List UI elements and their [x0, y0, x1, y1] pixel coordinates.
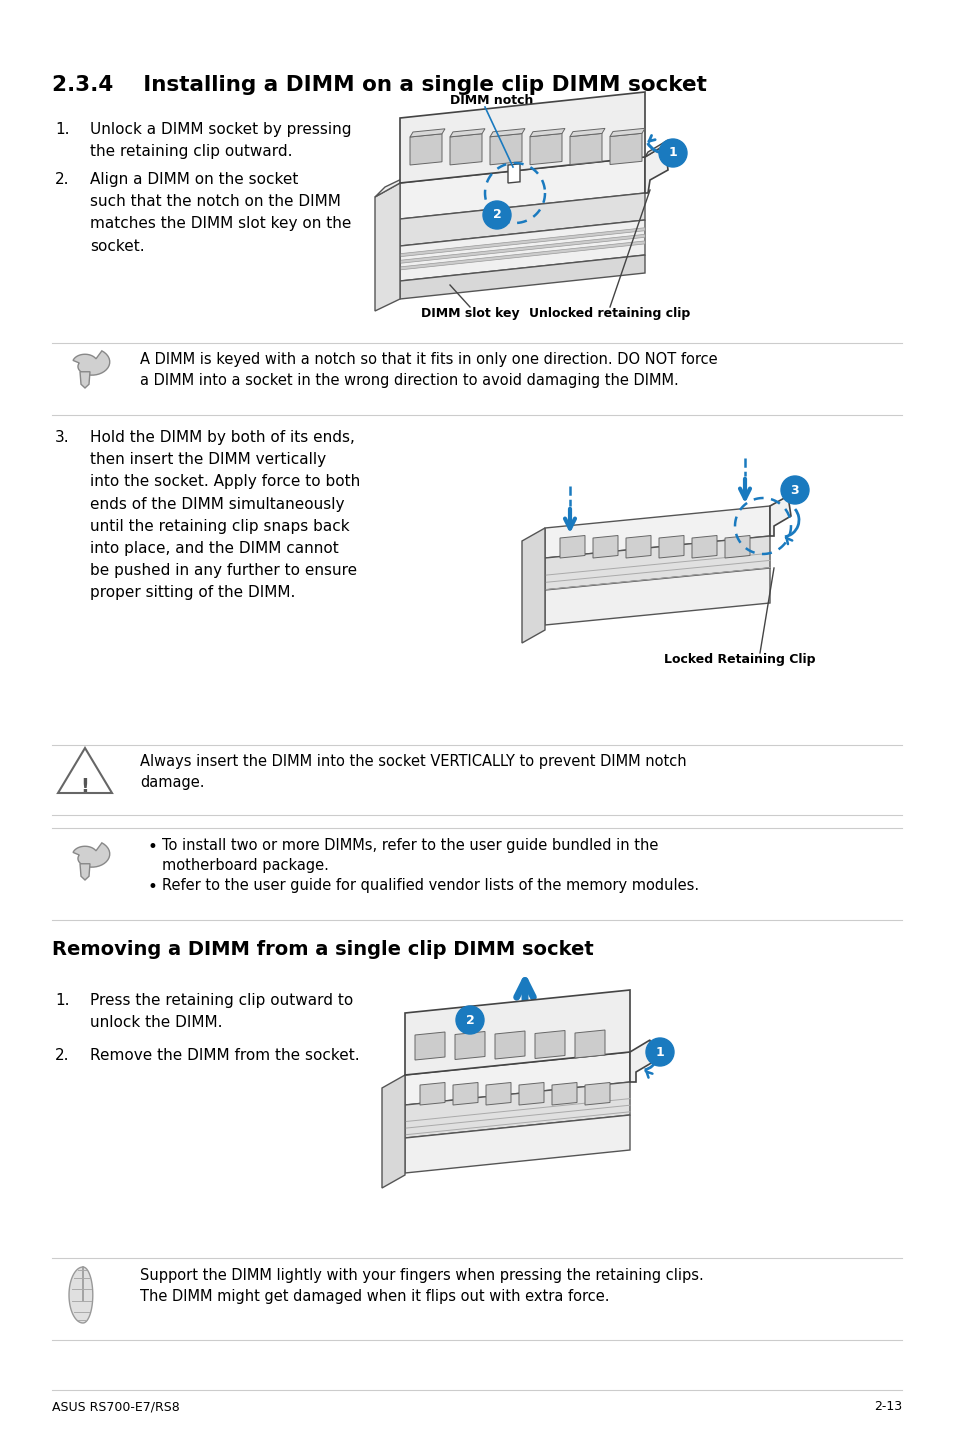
Circle shape [482, 201, 511, 229]
Text: 1: 1 [655, 1045, 663, 1058]
Text: !: ! [80, 777, 90, 795]
Text: DIMM notch: DIMM notch [450, 93, 533, 106]
Polygon shape [609, 128, 644, 137]
Text: 3: 3 [790, 483, 799, 496]
Text: 3.: 3. [55, 430, 70, 444]
Polygon shape [399, 157, 644, 219]
Polygon shape [58, 748, 112, 792]
Polygon shape [544, 536, 769, 590]
Polygon shape [507, 164, 519, 183]
Polygon shape [659, 535, 683, 558]
Polygon shape [691, 535, 717, 558]
Polygon shape [73, 843, 110, 867]
Polygon shape [575, 1030, 604, 1058]
Polygon shape [399, 242, 644, 270]
Polygon shape [724, 535, 749, 558]
Polygon shape [73, 351, 110, 375]
Polygon shape [485, 1083, 511, 1104]
Text: 1.: 1. [55, 994, 70, 1008]
Text: •: • [148, 838, 157, 856]
Text: To install two or more DIMMs, refer to the user guide bundled in the
motherboard: To install two or more DIMMs, refer to t… [162, 838, 658, 873]
Polygon shape [569, 134, 601, 164]
Polygon shape [410, 129, 444, 137]
Text: Locked Retaining Clip: Locked Retaining Clip [663, 653, 815, 666]
Polygon shape [769, 496, 790, 536]
Polygon shape [399, 220, 644, 280]
Text: DIMM slot key: DIMM slot key [420, 306, 518, 321]
Polygon shape [375, 183, 399, 311]
Text: Align a DIMM on the socket
such that the notch on the DIMM
matches the DIMM slot: Align a DIMM on the socket such that the… [90, 173, 351, 253]
Polygon shape [535, 1031, 564, 1058]
Text: Unlocked retaining clip: Unlocked retaining clip [529, 306, 690, 321]
Polygon shape [399, 234, 644, 263]
Polygon shape [405, 1081, 629, 1137]
Text: 1.: 1. [55, 122, 70, 137]
Polygon shape [450, 128, 484, 137]
Polygon shape [530, 128, 564, 137]
Text: Remove the DIMM from the socket.: Remove the DIMM from the socket. [90, 1048, 359, 1063]
Polygon shape [399, 227, 644, 257]
Polygon shape [399, 193, 644, 246]
Text: ASUS RS700-E7/RS8: ASUS RS700-E7/RS8 [52, 1401, 179, 1414]
Text: Removing a DIMM from a single clip DIMM socket: Removing a DIMM from a single clip DIMM … [52, 940, 593, 959]
Polygon shape [69, 1267, 92, 1323]
Polygon shape [490, 128, 524, 137]
Polygon shape [629, 1040, 652, 1081]
Text: 2: 2 [465, 1014, 474, 1027]
Polygon shape [644, 145, 667, 193]
Polygon shape [415, 1032, 444, 1060]
Polygon shape [453, 1083, 477, 1104]
Polygon shape [625, 535, 650, 558]
Text: 2.: 2. [55, 1048, 70, 1063]
Polygon shape [593, 535, 618, 558]
Polygon shape [399, 255, 644, 299]
Text: Hold the DIMM by both of its ends,
then insert the DIMM vertically
into the sock: Hold the DIMM by both of its ends, then … [90, 430, 360, 601]
Text: 2.3.4    Installing a DIMM on a single clip DIMM socket: 2.3.4 Installing a DIMM on a single clip… [52, 75, 706, 95]
Polygon shape [544, 568, 769, 626]
Text: Refer to the user guide for qualified vendor lists of the memory modules.: Refer to the user guide for qualified ve… [162, 879, 699, 893]
Polygon shape [544, 506, 769, 558]
Polygon shape [609, 134, 641, 164]
Polygon shape [410, 134, 441, 165]
Circle shape [659, 139, 686, 167]
Polygon shape [375, 175, 410, 197]
Polygon shape [80, 372, 90, 388]
Polygon shape [584, 1083, 609, 1104]
Polygon shape [552, 1083, 577, 1104]
Polygon shape [644, 139, 667, 157]
Text: 2.: 2. [55, 173, 70, 187]
Polygon shape [405, 989, 629, 1076]
Text: Always insert the DIMM into the socket VERTICALLY to prevent DIMM notch
damage.: Always insert the DIMM into the socket V… [140, 754, 686, 789]
Text: 1: 1 [668, 147, 677, 160]
Polygon shape [455, 1031, 484, 1060]
Polygon shape [405, 1053, 629, 1104]
Text: A DIMM is keyed with a notch so that it fits in only one direction. DO NOT force: A DIMM is keyed with a notch so that it … [140, 352, 717, 388]
Text: 2: 2 [492, 209, 501, 221]
Text: Press the retaining clip outward to
unlock the DIMM.: Press the retaining clip outward to unlo… [90, 994, 353, 1030]
Polygon shape [419, 1083, 444, 1104]
Circle shape [781, 476, 808, 503]
Polygon shape [530, 134, 561, 165]
Circle shape [645, 1038, 673, 1066]
Polygon shape [381, 1076, 405, 1188]
Polygon shape [80, 864, 90, 880]
Polygon shape [399, 92, 644, 183]
Polygon shape [405, 1114, 629, 1173]
Polygon shape [495, 1031, 524, 1058]
Polygon shape [559, 535, 584, 558]
Polygon shape [518, 1083, 543, 1104]
Polygon shape [569, 128, 604, 137]
Text: •: • [148, 879, 157, 896]
Circle shape [456, 1007, 483, 1034]
Polygon shape [490, 134, 521, 165]
Polygon shape [521, 528, 544, 643]
Polygon shape [450, 134, 481, 165]
Text: Support the DIMM lightly with your fingers when pressing the retaining clips.
Th: Support the DIMM lightly with your finge… [140, 1268, 703, 1304]
Text: Unlock a DIMM socket by pressing
the retaining clip outward.: Unlock a DIMM socket by pressing the ret… [90, 122, 351, 160]
Text: 2-13: 2-13 [873, 1401, 901, 1414]
